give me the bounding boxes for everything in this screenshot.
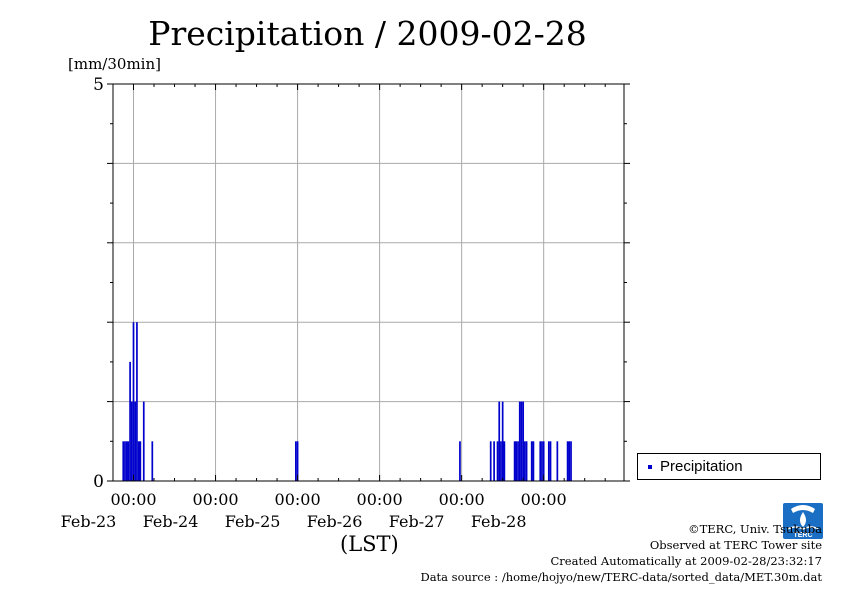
precipitation-bar <box>130 401 133 481</box>
precipitation-bar <box>570 441 572 481</box>
legend-swatch <box>648 465 652 469</box>
x-tick-label-time: 00:00 <box>192 490 238 509</box>
bars <box>122 322 572 481</box>
x-tick-label-time: 00:00 <box>521 490 567 509</box>
y-tick-label: 0 <box>93 472 104 492</box>
x-tick-label-time: 00:00 <box>357 490 403 509</box>
x-tick-label-date: Feb-23 <box>61 512 117 531</box>
x-tick-label-date: Feb-24 <box>143 512 199 531</box>
precipitation-bar <box>489 441 492 481</box>
terc-logo: TERC <box>783 503 823 539</box>
x-tick-label-date: Feb-27 <box>389 512 445 531</box>
precipitation-bar <box>513 441 516 481</box>
precipitation-bar <box>518 401 521 481</box>
x-tick-label-time: 00:00 <box>275 490 321 509</box>
precipitation-bar <box>151 441 154 481</box>
x-axis-label: (LST) <box>340 532 399 556</box>
precipitation-bar <box>134 401 137 481</box>
precipitation-bar <box>524 441 526 481</box>
precipitation-bar <box>547 441 550 481</box>
precipitation-bar <box>296 441 299 481</box>
precipitation-bar <box>522 401 525 481</box>
chart-title: Precipitation / 2009-02-28 <box>148 14 587 53</box>
credit-line-1: ©TERC, Univ. Tsukuba <box>688 522 822 536</box>
precipitation-bar <box>136 322 138 481</box>
precipitation-bar <box>501 401 504 481</box>
precipitation-bar <box>137 441 140 481</box>
x-tick-label-date: Feb-28 <box>471 512 527 531</box>
precipitation-bar <box>556 441 559 481</box>
precipitation-bar <box>295 441 297 481</box>
precipitation-bar <box>549 441 552 481</box>
credit-line-2: Observed at TERC Tower site <box>649 538 822 552</box>
credit-line-4: Data source : /home/hojyo/new/TERC-data/… <box>420 570 822 584</box>
plot-frame <box>112 83 625 482</box>
ticks <box>107 83 630 482</box>
x-tick-label-time: 00:00 <box>439 490 485 509</box>
precipitation-bar <box>129 361 131 481</box>
x-tick-label-date: Feb-25 <box>225 512 281 531</box>
precipitation-bar <box>124 441 126 481</box>
precipitation-bar <box>503 441 506 481</box>
x-tick-label-time: 00:00 <box>110 490 156 509</box>
precipitation-bar <box>125 441 128 481</box>
x-tick-label-date: Feb-26 <box>307 512 363 531</box>
precipitation-bar <box>132 322 135 481</box>
legend-label: Precipitation <box>660 458 743 475</box>
precipitation-bar <box>496 441 499 481</box>
credits: ©TERC, Univ. Tsukuba Observed at TERC To… <box>420 521 822 585</box>
precipitation-bar <box>122 441 125 481</box>
precipitation-bar <box>539 441 542 481</box>
precipitation-bar <box>525 441 528 481</box>
grid <box>113 84 624 481</box>
precipitation-bar <box>515 441 518 481</box>
precipitation-bar <box>566 441 569 481</box>
tick-labels: 0 5 00:00 Feb-23 00:00 Feb-24 00:00 Feb-25 00:00… <box>61 75 567 531</box>
precipitation-bar <box>568 441 571 481</box>
credit-line-3: Created Automatically at 2009-02-28/23:3… <box>550 554 823 568</box>
legend: Precipitation <box>637 453 821 480</box>
y-tick-label: 5 <box>93 75 104 95</box>
precipitation-bar <box>530 441 533 481</box>
precipitation-bar <box>127 441 130 481</box>
precipitation-bar <box>532 441 535 481</box>
precipitation-bar <box>500 441 502 481</box>
precipitation-bar <box>493 441 495 481</box>
y-unit-label: [mm/30min] <box>68 55 161 73</box>
precipitation-bar <box>541 441 543 481</box>
precipitation-bar <box>459 441 461 481</box>
precipitation-bar <box>517 441 519 481</box>
logo-text: TERC <box>793 532 812 539</box>
precipitation-bar <box>520 401 523 481</box>
precipitation-bar <box>542 441 545 481</box>
precipitation-bar <box>498 401 501 481</box>
precipitation-bar <box>142 401 145 481</box>
precipitation-bar <box>139 441 142 481</box>
